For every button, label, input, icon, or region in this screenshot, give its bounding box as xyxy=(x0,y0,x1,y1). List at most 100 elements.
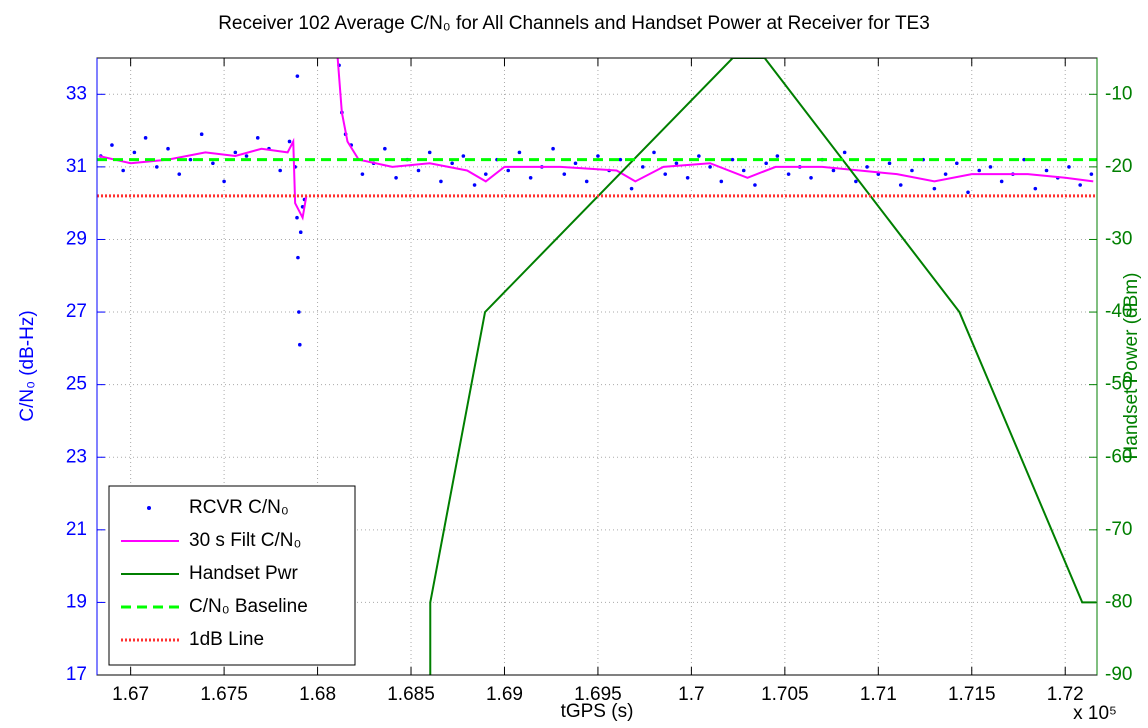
data-point xyxy=(287,139,292,144)
data-point xyxy=(652,150,656,155)
data-point xyxy=(255,136,260,140)
data-point xyxy=(1089,172,1094,176)
y2-axis-label: Handset Power (dBm) xyxy=(1121,273,1142,460)
legend-label: Handset Pwr xyxy=(189,563,298,584)
data-point xyxy=(685,175,690,180)
data-point xyxy=(461,154,466,158)
x-tick-label: 1.715 xyxy=(948,684,996,705)
data-point xyxy=(472,183,477,187)
data-point xyxy=(764,161,768,166)
data-point xyxy=(278,168,282,173)
data-point xyxy=(110,143,114,147)
data-point xyxy=(132,150,137,155)
data-point xyxy=(143,136,148,140)
data-point xyxy=(977,168,982,173)
data-point xyxy=(450,161,454,166)
data-point xyxy=(562,172,567,176)
y2-tick-label: -10 xyxy=(1105,83,1132,104)
data-point xyxy=(831,168,836,173)
data-point xyxy=(910,168,914,173)
y-axis-label: C/N₀ (dB-Hz) xyxy=(17,310,38,421)
data-point xyxy=(775,154,780,158)
y2-tick-label: -70 xyxy=(1105,519,1132,540)
y-tick-label: 21 xyxy=(66,519,87,540)
data-point xyxy=(584,179,589,184)
y-tick-label: 23 xyxy=(66,446,87,467)
data-point xyxy=(244,154,249,158)
data-point xyxy=(730,157,735,162)
data-point xyxy=(383,146,387,151)
data-point xyxy=(842,150,847,155)
data-point xyxy=(394,175,398,180)
data-point xyxy=(506,168,511,173)
data-point xyxy=(955,161,959,166)
data-point xyxy=(618,157,623,162)
data-point xyxy=(427,150,432,155)
plot-marks xyxy=(97,58,1097,675)
y2-tick-label: -90 xyxy=(1105,664,1132,685)
data-point xyxy=(199,132,204,137)
data-point xyxy=(295,215,299,220)
data-point xyxy=(439,179,443,184)
data-point xyxy=(865,165,869,169)
x-tick-label: 1.68 xyxy=(299,684,336,705)
x-multiplier: x 10⁵ xyxy=(1073,703,1117,724)
data-point xyxy=(887,161,892,166)
data-point xyxy=(155,165,159,169)
data-point xyxy=(297,310,301,314)
legend-box xyxy=(108,485,356,666)
data-point xyxy=(943,172,948,176)
data-point xyxy=(697,154,701,158)
y-tick-label: 33 xyxy=(66,83,87,104)
data-point xyxy=(753,183,757,187)
legend-label: 1dB Line xyxy=(189,629,264,650)
legend-label: RCVR C/N₀ xyxy=(189,497,289,518)
y2-tick-label: -20 xyxy=(1105,156,1132,177)
data-point xyxy=(741,168,746,173)
data-point xyxy=(416,168,421,173)
data-point xyxy=(528,175,533,180)
data-point xyxy=(211,161,215,166)
x-tick-label: 1.67 xyxy=(112,684,149,705)
data-point xyxy=(988,165,993,169)
data-point xyxy=(719,179,724,184)
y2-tick-label: -50 xyxy=(1105,374,1132,395)
data-point xyxy=(629,186,634,191)
data-point xyxy=(188,157,193,162)
data-point xyxy=(663,172,668,176)
data-point xyxy=(596,154,600,158)
y2-tick-label: -60 xyxy=(1105,446,1132,467)
series-line xyxy=(429,58,1097,675)
x-tick-label: 1.685 xyxy=(387,684,435,705)
data-point xyxy=(298,230,303,235)
x-tick-label: 1.705 xyxy=(761,684,809,705)
data-point xyxy=(295,74,300,78)
x-tick-label: 1.675 xyxy=(200,684,248,705)
data-point xyxy=(854,179,858,184)
data-point xyxy=(296,255,300,260)
data-point xyxy=(898,183,903,187)
data-point xyxy=(573,161,578,166)
data-point xyxy=(640,165,645,169)
x-tick-label: 1.7 xyxy=(678,684,704,705)
x-tick-label: 1.69 xyxy=(486,684,523,705)
data-point xyxy=(1078,183,1082,187)
x-tick-label: 1.72 xyxy=(1047,684,1084,705)
data-point xyxy=(809,175,813,180)
data-point xyxy=(177,172,182,176)
y-tick-label: 27 xyxy=(66,301,87,322)
legend-label: C/N₀ Baseline xyxy=(189,596,308,617)
data-point xyxy=(1033,186,1038,191)
data-point xyxy=(1044,168,1049,173)
y-tick-label: 25 xyxy=(66,374,87,395)
chart-title: Receiver 102 Average C/N₀ for All Channe… xyxy=(218,13,930,34)
y-tick-label: 17 xyxy=(66,664,87,685)
data-point xyxy=(121,168,125,173)
legend-label: 30 s Filt C/N₀ xyxy=(189,530,301,551)
data-point xyxy=(786,172,791,176)
data-point xyxy=(674,161,679,166)
y2-tick-label: -30 xyxy=(1105,228,1132,249)
data-point xyxy=(166,146,170,151)
y2-tick-label: -40 xyxy=(1105,301,1132,322)
